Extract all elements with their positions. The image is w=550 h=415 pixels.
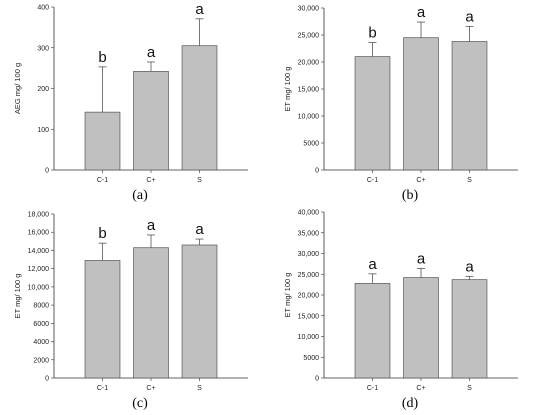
significance-letter: a bbox=[417, 250, 426, 267]
y-tick-label: 200 bbox=[37, 86, 49, 93]
bar-a-1 bbox=[133, 71, 169, 171]
significance-letter: a bbox=[368, 256, 377, 273]
bar-d-0 bbox=[354, 283, 391, 379]
y-tick-label: 8000 bbox=[33, 303, 49, 310]
y-axis-label: ET mg/ 100 g bbox=[283, 273, 292, 318]
y-tick-label: 12,000 bbox=[28, 266, 50, 273]
y-tick-label: 35,000 bbox=[298, 230, 320, 237]
bar-c-2 bbox=[181, 244, 218, 379]
significance-letter: b bbox=[368, 25, 376, 42]
y-tick-label: 300 bbox=[37, 45, 49, 52]
bar-b-1 bbox=[403, 37, 439, 171]
x-tick-label: S bbox=[467, 385, 472, 392]
bar-c-1 bbox=[133, 247, 169, 379]
y-tick-label: 30,000 bbox=[298, 6, 320, 13]
bar-c-0 bbox=[84, 260, 121, 379]
y-tick-label: 4000 bbox=[33, 339, 49, 346]
y-tick-label: 16,000 bbox=[28, 230, 50, 237]
significance-letter: b bbox=[98, 225, 106, 242]
x-tick-label: C-1 bbox=[97, 385, 108, 392]
bar-b-0 bbox=[354, 56, 391, 171]
x-tick-label: S bbox=[467, 177, 472, 184]
y-tick-label: 6000 bbox=[33, 321, 49, 328]
chart-panel-b: 0 5000 10,000 15,000 20,000 25,000 30,000 ET mg… bbox=[283, 4, 518, 184]
y-tick-label: 40,000 bbox=[298, 210, 320, 217]
x-tick-label: C+ bbox=[146, 385, 155, 392]
bar-a-0 bbox=[84, 111, 121, 171]
significance-letter: b bbox=[98, 49, 106, 66]
y-tick-label: 20,000 bbox=[298, 60, 320, 67]
significance-letter: a bbox=[417, 4, 426, 21]
panel-caption-d: (d) bbox=[401, 396, 419, 411]
y-axis-label: AEG mg/ 100 g bbox=[13, 63, 22, 114]
significance-letter: a bbox=[465, 258, 474, 275]
y-tick-label: 14,000 bbox=[28, 248, 50, 255]
y-tick-label: 30,000 bbox=[298, 251, 320, 258]
y-axis-label: ET mg/ 100 g bbox=[13, 274, 22, 319]
y-tick-label: 20,000 bbox=[298, 293, 320, 300]
x-tick-label: C+ bbox=[416, 177, 425, 184]
y-tick-label: 25,000 bbox=[298, 33, 320, 40]
y-tick-label: 2000 bbox=[33, 357, 49, 364]
y-tick-label: 18,000 bbox=[28, 212, 50, 219]
y-tick-label: 400 bbox=[37, 5, 49, 12]
x-tick-label: C-1 bbox=[367, 385, 378, 392]
x-tick-label: C-1 bbox=[97, 177, 108, 184]
bar-d-2 bbox=[451, 279, 488, 379]
chart-panel-c: 0 2000 4000 6000 8000 10,000 12,000 14,000 16,00… bbox=[13, 212, 248, 392]
x-tick-label: S bbox=[197, 385, 202, 392]
y-tick-label: 0 bbox=[315, 168, 319, 175]
panel-caption-c: (c) bbox=[132, 396, 148, 411]
chart-panel-d: 0 5000 10,000 15,000 20,000 25,000 30,000 35,00… bbox=[283, 210, 518, 392]
y-tick-label: 10,000 bbox=[298, 114, 320, 121]
y-tick-label: 0 bbox=[45, 376, 49, 383]
chart-panel-a: 0 100 200 300 400 AEG mg/ 100 g b C-1 a C+ a S bbox=[13, 1, 248, 184]
significance-letter: a bbox=[147, 217, 156, 234]
y-tick-label: 15,000 bbox=[298, 313, 320, 320]
significance-letter: a bbox=[465, 8, 474, 25]
bar-d-1 bbox=[403, 277, 439, 379]
x-tick-label: C-1 bbox=[367, 177, 378, 184]
y-tick-label: 10,000 bbox=[28, 284, 50, 291]
y-tick-label: 0 bbox=[315, 376, 319, 383]
bar-a-2 bbox=[181, 45, 218, 171]
y-tick-label: 15,000 bbox=[298, 87, 320, 94]
y-tick-label: 0 bbox=[45, 168, 49, 175]
x-tick-label: C+ bbox=[146, 177, 155, 184]
y-tick-label: 25,000 bbox=[298, 272, 320, 279]
panel-caption-a: (a) bbox=[132, 188, 148, 203]
y-tick-label: 10,000 bbox=[298, 334, 320, 341]
y-tick-label: 5000 bbox=[303, 141, 319, 148]
significance-letter: a bbox=[195, 1, 204, 18]
y-axis-label: ET mg/ 100 g bbox=[283, 67, 292, 112]
panel-caption-b: (b) bbox=[401, 188, 419, 203]
y-tick-label: 100 bbox=[37, 127, 49, 134]
significance-letter: a bbox=[195, 221, 204, 238]
x-tick-label: S bbox=[197, 177, 202, 184]
bar-b-2 bbox=[451, 41, 488, 171]
y-tick-label: 5000 bbox=[303, 355, 319, 362]
x-tick-label: C+ bbox=[416, 385, 425, 392]
significance-letter: a bbox=[147, 44, 156, 61]
